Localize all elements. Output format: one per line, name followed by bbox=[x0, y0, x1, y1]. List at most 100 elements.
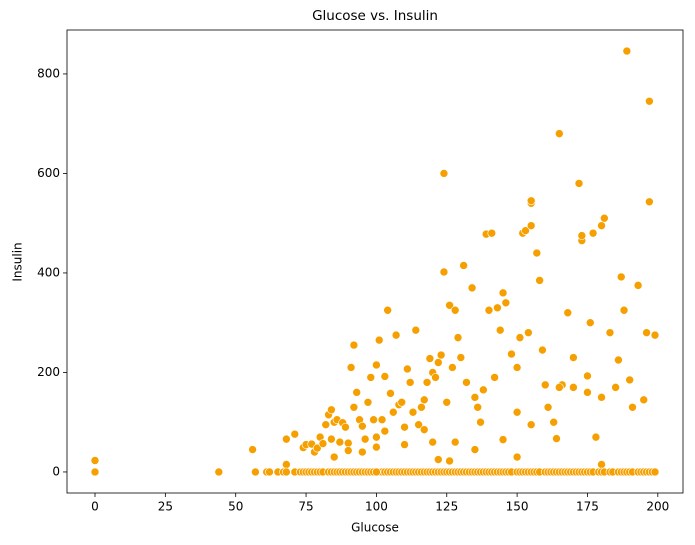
point bbox=[327, 405, 336, 415]
y-tick-label: 400 bbox=[37, 265, 60, 279]
point bbox=[408, 407, 418, 417]
point bbox=[526, 221, 536, 230]
point bbox=[611, 383, 620, 392]
point bbox=[248, 445, 257, 454]
point bbox=[650, 467, 660, 477]
point bbox=[490, 373, 499, 382]
point bbox=[405, 378, 415, 387]
point bbox=[400, 440, 409, 449]
point bbox=[526, 196, 536, 206]
point bbox=[442, 398, 452, 407]
point bbox=[343, 438, 353, 448]
point bbox=[642, 328, 651, 337]
point bbox=[470, 393, 480, 402]
x-tick-label: 150 bbox=[506, 500, 529, 514]
point bbox=[360, 434, 370, 444]
point bbox=[411, 325, 421, 335]
point bbox=[383, 305, 392, 315]
point bbox=[282, 460, 291, 469]
point bbox=[487, 228, 497, 238]
point bbox=[569, 353, 578, 362]
point bbox=[622, 46, 632, 56]
point bbox=[549, 417, 558, 427]
point bbox=[439, 267, 449, 277]
point bbox=[456, 353, 466, 362]
point bbox=[628, 402, 637, 412]
point bbox=[358, 421, 367, 431]
point bbox=[380, 426, 390, 436]
point bbox=[380, 372, 390, 381]
point bbox=[436, 350, 446, 360]
point bbox=[453, 333, 463, 342]
point bbox=[597, 393, 606, 402]
point bbox=[467, 283, 477, 293]
x-tick-label: 175 bbox=[576, 500, 599, 514]
x-tick-label: 200 bbox=[646, 500, 669, 514]
point bbox=[439, 169, 449, 178]
plot-frame bbox=[66, 29, 684, 494]
point bbox=[484, 305, 494, 315]
x-tick-label: 50 bbox=[228, 500, 243, 514]
point bbox=[251, 467, 260, 477]
point bbox=[419, 425, 429, 434]
point bbox=[512, 407, 522, 417]
point bbox=[448, 363, 457, 372]
x-tick-label: 125 bbox=[435, 500, 458, 514]
x-axis-label: Glucose bbox=[351, 521, 399, 535]
point bbox=[501, 298, 511, 308]
point bbox=[417, 402, 426, 412]
point bbox=[372, 360, 381, 370]
point bbox=[650, 330, 660, 340]
point bbox=[377, 415, 387, 425]
point bbox=[313, 443, 322, 453]
point bbox=[403, 364, 412, 374]
point bbox=[645, 197, 654, 207]
point bbox=[386, 389, 395, 398]
point bbox=[462, 378, 471, 387]
point bbox=[645, 96, 654, 106]
point bbox=[391, 330, 401, 340]
point bbox=[400, 422, 409, 432]
point bbox=[358, 447, 367, 457]
point bbox=[600, 213, 609, 223]
point bbox=[524, 328, 533, 337]
point bbox=[597, 221, 606, 230]
point bbox=[498, 288, 508, 298]
point bbox=[616, 272, 626, 282]
y-tick-label: 200 bbox=[37, 365, 60, 379]
point bbox=[555, 383, 564, 392]
point bbox=[585, 318, 595, 327]
point bbox=[493, 303, 502, 313]
point bbox=[563, 308, 573, 318]
point bbox=[532, 248, 542, 258]
y-axis-label: Insulin bbox=[11, 242, 25, 281]
point bbox=[352, 388, 362, 397]
point bbox=[369, 415, 378, 425]
point bbox=[90, 467, 100, 477]
point bbox=[538, 345, 547, 355]
point bbox=[526, 420, 536, 429]
point bbox=[614, 355, 623, 365]
point bbox=[512, 452, 522, 462]
x-tick-label: 100 bbox=[365, 500, 388, 514]
point bbox=[434, 358, 443, 367]
point bbox=[419, 395, 429, 405]
point bbox=[495, 325, 505, 335]
point bbox=[540, 380, 550, 390]
x-tick-label: 25 bbox=[158, 500, 173, 514]
point bbox=[290, 429, 300, 439]
point bbox=[349, 402, 359, 412]
point bbox=[343, 446, 353, 455]
point bbox=[327, 434, 336, 444]
point bbox=[633, 281, 643, 290]
point bbox=[214, 467, 224, 477]
point bbox=[428, 437, 437, 447]
point bbox=[569, 383, 578, 392]
point bbox=[450, 305, 460, 315]
point bbox=[583, 388, 592, 397]
point bbox=[346, 363, 356, 372]
point bbox=[543, 402, 553, 412]
point bbox=[374, 335, 384, 345]
point bbox=[414, 420, 423, 429]
